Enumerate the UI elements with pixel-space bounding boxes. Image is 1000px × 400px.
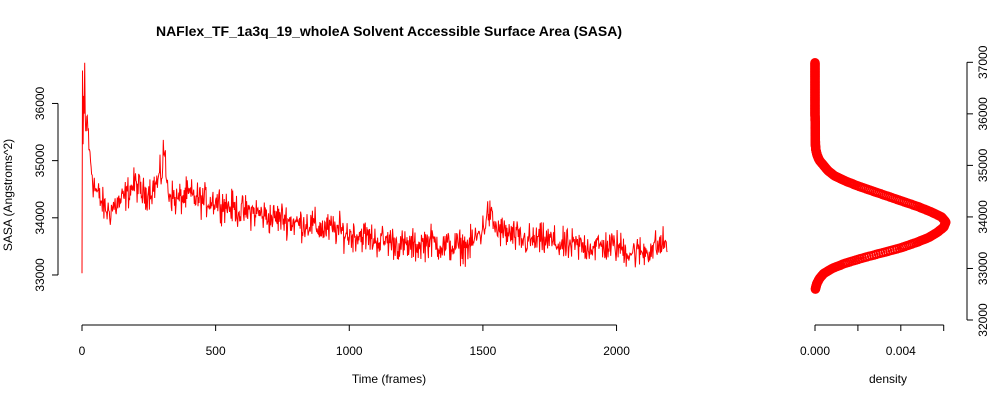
x-tick-label: 500	[206, 344, 226, 358]
sasa-trace	[81, 62, 668, 274]
density-x-tick-label: 0.000	[800, 344, 830, 358]
x-tick-label: 1500	[470, 344, 497, 358]
density-x-tick-label: 0.004	[886, 344, 916, 358]
sasa-series-line	[81, 62, 668, 274]
main-axes: 0 500 1000 1500 2000 33000 34000 35000 36000	[33, 86, 630, 358]
x-tick-label: 2000	[603, 344, 630, 358]
density-y-tick-label: 32000	[976, 303, 990, 337]
density-point	[810, 57, 820, 68]
density-axis-label: density	[869, 372, 907, 386]
density-axes: 0.000 0.004 32000 33000 34000 35000 36000 37000	[800, 45, 990, 358]
x-tick-label: 1000	[336, 344, 363, 358]
y-tick-label: 36000	[33, 86, 47, 120]
y-tick-label: 35000	[33, 144, 47, 178]
density-curve	[810, 57, 951, 294]
y-axis-label: SASA (Angstroms^2)	[1, 139, 15, 251]
density-y-tick-label: 34000	[976, 200, 990, 234]
x-tick-label: 0	[79, 344, 86, 358]
density-y-tick-label: 36000	[976, 97, 990, 131]
x-axis-label: Time (frames)	[352, 372, 426, 386]
y-tick-label: 34000	[33, 201, 47, 235]
density-y-tick-label: 33000	[976, 251, 990, 285]
density-y-tick-label: 37000	[976, 45, 990, 79]
y-tick-label: 33000	[33, 258, 47, 292]
density-y-tick-label: 35000	[976, 148, 990, 182]
chart-title: NAFlex_TF_1a3q_19_wholeA Solvent Accessi…	[156, 23, 622, 39]
